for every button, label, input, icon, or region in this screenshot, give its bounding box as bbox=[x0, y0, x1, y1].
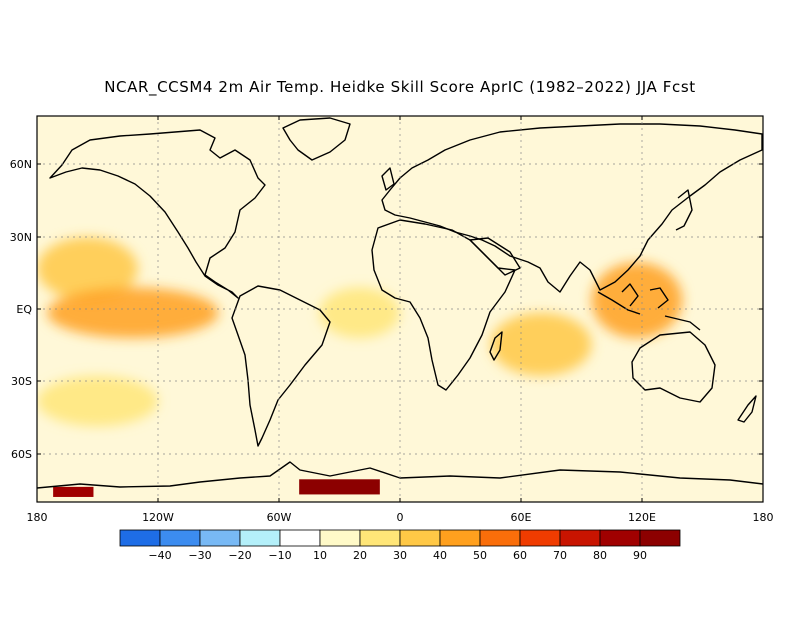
uk-coast bbox=[381, 167, 395, 191]
new-zealand-coast bbox=[737, 395, 757, 423]
map-title: NCAR_CCSM4 2m Air Temp. Heidke Skill Sco… bbox=[104, 78, 696, 96]
colorbar-swatch bbox=[559, 529, 601, 547]
africa-coast bbox=[371, 219, 516, 391]
skill-region bbox=[37, 375, 158, 427]
colorbar-swatch bbox=[199, 529, 241, 547]
colorbar-label: 40 bbox=[433, 549, 447, 562]
colorbar-label: 70 bbox=[553, 549, 567, 562]
colorbar-swatch bbox=[319, 529, 361, 547]
colorbar-label: 60 bbox=[513, 549, 527, 562]
skill-region bbox=[299, 479, 380, 495]
y-tick-label: 60S bbox=[11, 448, 32, 461]
skill-region bbox=[490, 312, 592, 376]
y-tick-label: 30N bbox=[10, 231, 32, 244]
colorbar-swatch bbox=[519, 529, 561, 547]
colorbar-label: 80 bbox=[593, 549, 607, 562]
north-america-coast bbox=[49, 129, 266, 299]
skill-region bbox=[591, 262, 683, 339]
x-tick-label: 180 bbox=[753, 511, 774, 524]
colorbar-label: −20 bbox=[228, 549, 251, 562]
colorbar-swatch bbox=[119, 529, 161, 547]
x-tick-label: 120W bbox=[142, 511, 174, 524]
colorbar-label: 90 bbox=[633, 549, 647, 562]
colorbar-swatch bbox=[359, 529, 401, 547]
antarctica-coast bbox=[37, 461, 763, 489]
colorbar-label: 20 bbox=[353, 549, 367, 562]
y-tick-label: EQ bbox=[16, 303, 32, 316]
colorbar-label: −10 bbox=[268, 549, 291, 562]
arabia-coast bbox=[469, 237, 521, 276]
y-tick-label: 30S bbox=[11, 375, 32, 388]
colorbar-swatch bbox=[639, 529, 681, 547]
colorbar-swatch bbox=[479, 529, 521, 547]
y-tick-label: 60N bbox=[10, 158, 32, 171]
colorbar-swatch bbox=[399, 529, 441, 547]
coastlines bbox=[37, 117, 763, 489]
colorbar-label: −30 bbox=[188, 549, 211, 562]
x-tick-label: 60W bbox=[267, 511, 292, 524]
australia-coast bbox=[631, 331, 716, 403]
x-tick-label: 60E bbox=[511, 511, 532, 524]
greenland-coast bbox=[282, 117, 351, 161]
colorbar-swatch bbox=[239, 529, 281, 547]
colorbar-swatch bbox=[439, 529, 481, 547]
indonesia-coast bbox=[597, 283, 701, 331]
colorbar-swatch bbox=[599, 529, 641, 547]
madagascar-coast bbox=[489, 331, 503, 361]
skill-region bbox=[53, 486, 94, 497]
x-tick-label: 0 bbox=[397, 511, 404, 524]
gridlines bbox=[37, 116, 763, 502]
high-skill-patches bbox=[53, 479, 380, 497]
colorbar-label: 10 bbox=[313, 549, 327, 562]
skill-patches bbox=[37, 237, 683, 427]
colorbar: −40 −30 −20 −10 10 20 30 40 50 60 70 80 90 bbox=[119, 529, 681, 562]
japan-coast bbox=[675, 189, 693, 231]
skill-region bbox=[47, 287, 219, 339]
y-axis: 60N 30N EQ 30S 60S bbox=[10, 158, 763, 461]
x-axis: 180 120W 60W 0 60E 120E 180 bbox=[27, 116, 774, 524]
colorbar-swatch bbox=[159, 529, 201, 547]
colorbar-label: 30 bbox=[393, 549, 407, 562]
colorbar-swatch bbox=[279, 529, 321, 547]
colorbar-label: −40 bbox=[148, 549, 171, 562]
south-america-coast bbox=[231, 285, 331, 447]
x-tick-label: 120E bbox=[628, 511, 656, 524]
skill-region bbox=[37, 237, 138, 301]
x-tick-label: 180 bbox=[27, 511, 48, 524]
skill-region bbox=[319, 287, 400, 339]
colorbar-label: 50 bbox=[473, 549, 487, 562]
eurasia-coast bbox=[381, 123, 763, 293]
